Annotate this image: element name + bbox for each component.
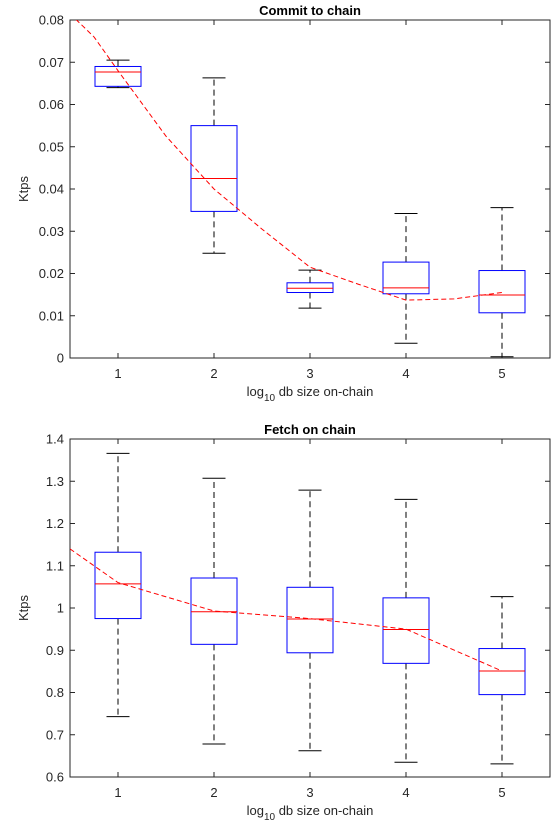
plot-area bbox=[69, 19, 551, 359]
iqr-box bbox=[190, 577, 238, 645]
y-tick-label: 0.9 bbox=[46, 643, 64, 658]
x-tick-label: 2 bbox=[210, 785, 217, 800]
y-tick-label: 0.07 bbox=[39, 55, 64, 70]
x-axis-label-suffix: db size on-chain bbox=[275, 803, 373, 818]
x-axis-label-prefix: log bbox=[247, 384, 264, 399]
x-tick-label: 5 bbox=[498, 366, 505, 381]
y-axis-label: Ktps bbox=[16, 594, 31, 621]
box-1 bbox=[94, 59, 142, 89]
y-tick-label: 0.8 bbox=[46, 685, 64, 700]
box-1 bbox=[94, 452, 142, 718]
y-tick-label: 0.06 bbox=[39, 97, 64, 112]
iqr-box bbox=[382, 261, 430, 295]
chart-panel-1: 0 0.01 0.02 0.03 0.04 0.05 0.06 0.07 0.08 1 2 3 4 5 Co… bbox=[16, 3, 551, 404]
x-tick-label: 2 bbox=[210, 366, 217, 381]
iqr-box bbox=[478, 648, 526, 696]
x-axis-label: log10 db size on-chain bbox=[247, 384, 374, 404]
box-3 bbox=[286, 269, 334, 309]
y-tick-label: 0.03 bbox=[39, 224, 64, 239]
y-tick-label: 1.1 bbox=[46, 558, 64, 573]
y-tick-label: 1.2 bbox=[46, 516, 64, 531]
y-tick-label: 0.04 bbox=[39, 182, 64, 197]
x-tick-label: 3 bbox=[306, 366, 313, 381]
iqr-box bbox=[382, 597, 430, 664]
y-tick-label: 0.05 bbox=[39, 139, 64, 154]
x-tick-label: 4 bbox=[402, 785, 409, 800]
iqr-box bbox=[286, 282, 334, 294]
y-axis-label: Ktps bbox=[16, 175, 31, 202]
trend-line bbox=[75, 20, 503, 301]
x-tick-label: 4 bbox=[402, 366, 409, 381]
box-2 bbox=[190, 477, 238, 745]
chart-title: Fetch on chain bbox=[264, 422, 356, 437]
x-tick-label: 1 bbox=[114, 366, 121, 381]
y-tick-label: 0.7 bbox=[46, 727, 64, 742]
y-tick-label: 0 bbox=[57, 351, 64, 366]
chart-title: Commit to chain bbox=[259, 3, 361, 18]
y-tick-label: 0.08 bbox=[39, 13, 64, 28]
box-3 bbox=[286, 489, 334, 752]
iqr-box bbox=[94, 65, 142, 87]
x-axis-label-subscript: 10 bbox=[264, 393, 276, 404]
iqr-box bbox=[190, 125, 238, 212]
y-tick-label: 1.4 bbox=[46, 432, 64, 447]
y-tick-label: 1.3 bbox=[46, 474, 64, 489]
y-tick-label: 0.02 bbox=[39, 266, 64, 281]
x-axis-label-subscript: 10 bbox=[264, 812, 276, 820]
x-tick-label: 1 bbox=[114, 785, 121, 800]
iqr-box bbox=[94, 551, 142, 620]
x-tick-label: 5 bbox=[498, 785, 505, 800]
box-4 bbox=[382, 498, 430, 763]
x-axis-label-prefix: log bbox=[247, 803, 264, 818]
x-tick-label: 3 bbox=[306, 785, 313, 800]
y-tick-label: 1 bbox=[57, 601, 64, 616]
y-tick-label: 0.6 bbox=[46, 770, 64, 785]
x-axis-label-suffix: db size on-chain bbox=[275, 384, 373, 399]
box-4 bbox=[382, 213, 430, 344]
iqr-box bbox=[478, 270, 526, 314]
chart-panel-2: 0.6 0.7 0.8 0.9 1 1.1 1.2 1.3 1.4 1 2 3 4 5 Fetch on c… bbox=[16, 422, 551, 820]
trend-line bbox=[70, 548, 503, 672]
box-5 bbox=[478, 207, 526, 358]
y-tick-label: 0.01 bbox=[39, 308, 64, 323]
box-2 bbox=[190, 77, 238, 254]
iqr-box bbox=[286, 586, 334, 654]
x-axis-label: log10 db size on-chain bbox=[247, 803, 374, 820]
